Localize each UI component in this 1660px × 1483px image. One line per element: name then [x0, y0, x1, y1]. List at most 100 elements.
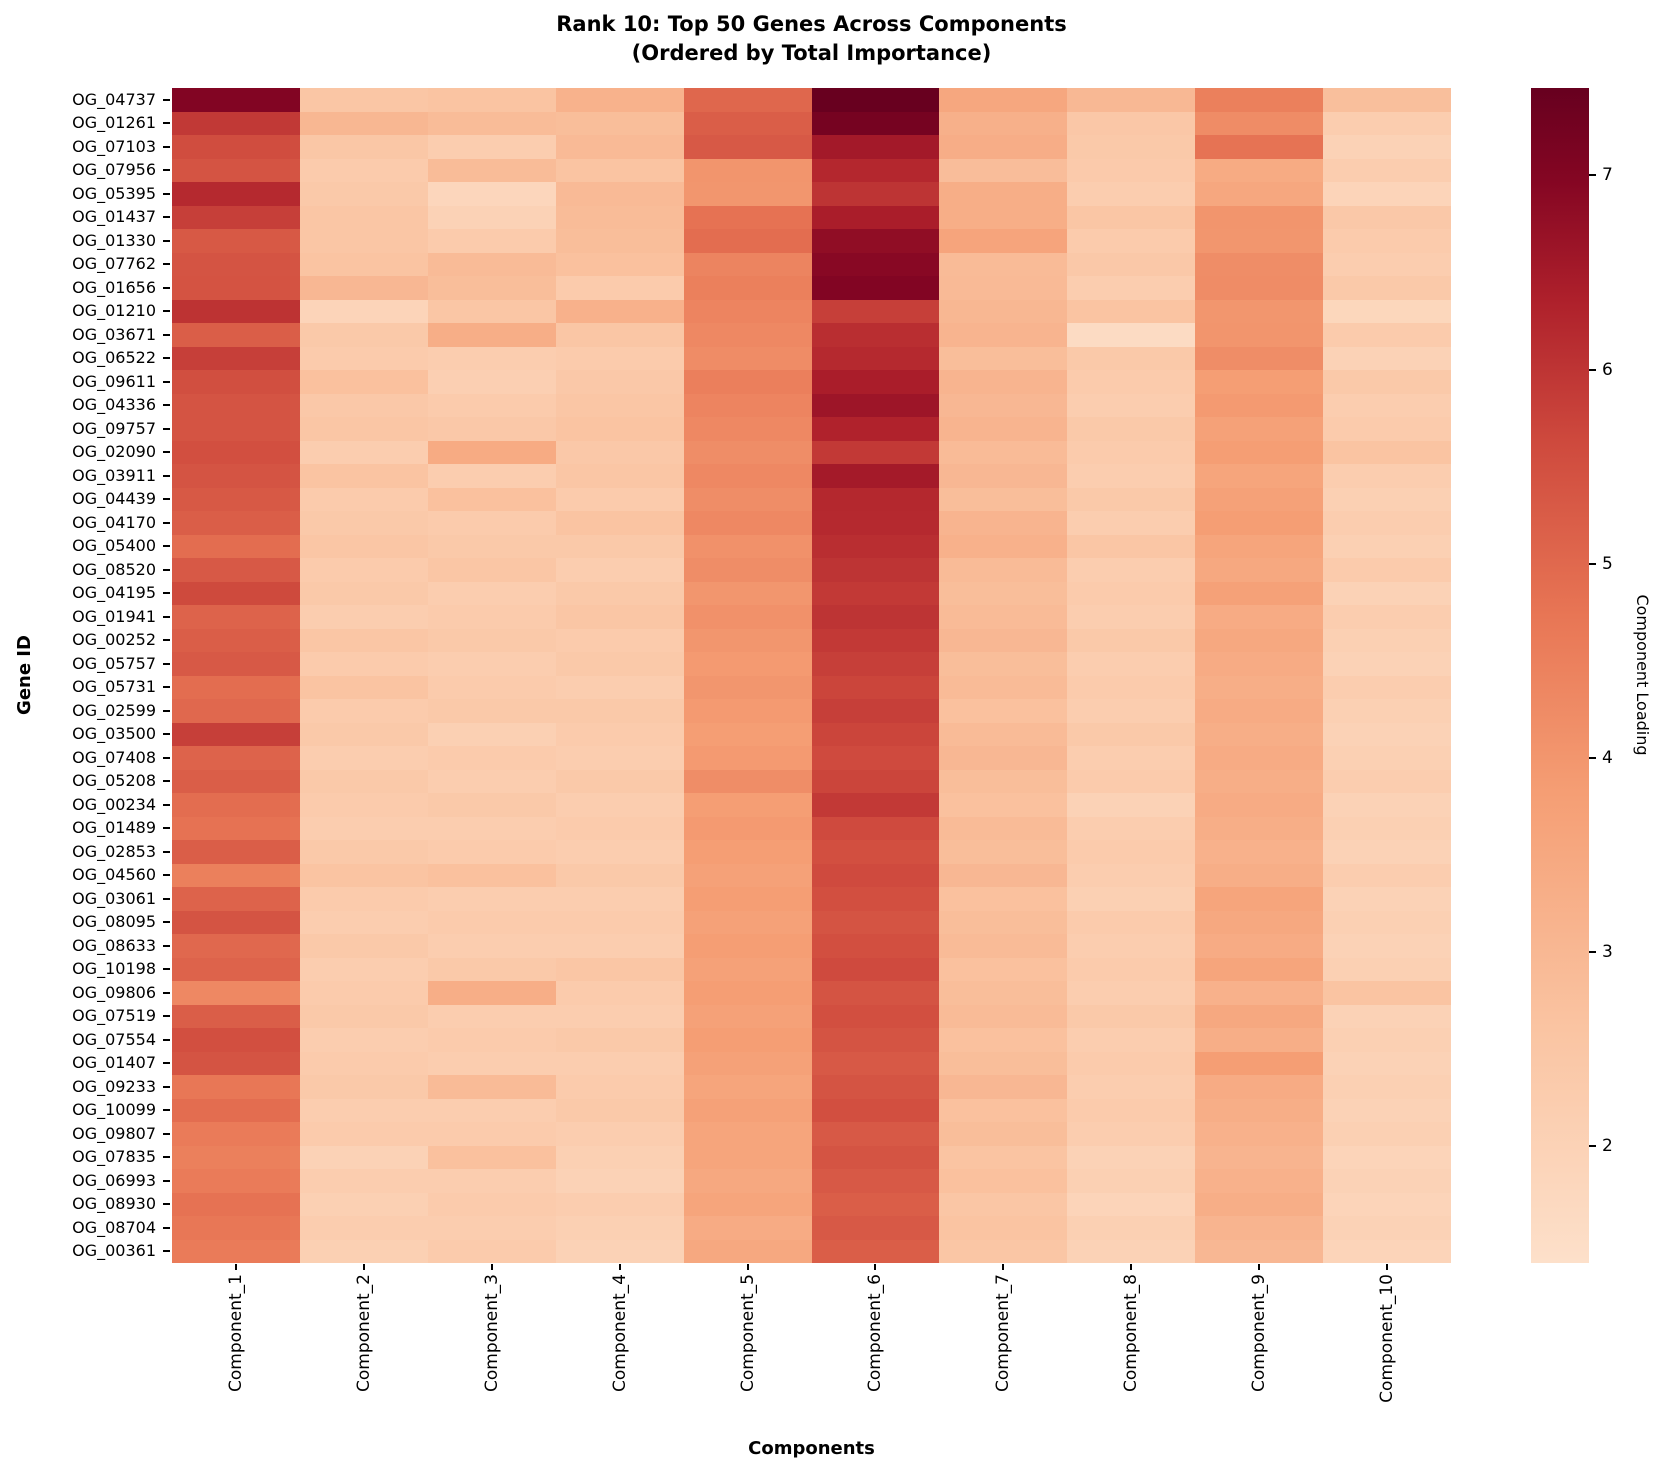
heatmap-cell	[1067, 1004, 1196, 1028]
heatmap-cell	[683, 370, 812, 394]
heatmap-cell	[1323, 1192, 1451, 1216]
heatmap-cell	[555, 1122, 684, 1146]
heatmap-cell	[1323, 182, 1451, 206]
heatmap-cell	[427, 558, 556, 582]
x-tick-label: Component_10	[1377, 1274, 1398, 1403]
heatmap-cell	[1067, 252, 1196, 276]
heatmap-cell	[1195, 1028, 1324, 1052]
heatmap-cell	[811, 581, 940, 605]
heatmap-cell	[555, 370, 684, 394]
y-tick-label: OG_06993	[72, 1170, 156, 1190]
heatmap-cell	[299, 957, 428, 981]
heatmap-cell	[555, 252, 684, 276]
x-tick-mark	[874, 1264, 877, 1270]
y-tick-mark	[163, 780, 170, 783]
heatmap-cell	[1323, 440, 1451, 464]
heatmap-cell	[299, 370, 428, 394]
heatmap-cell	[939, 205, 1068, 229]
heatmap-cell	[1323, 981, 1451, 1005]
y-tick-mark	[163, 333, 170, 336]
heatmap-cell	[939, 558, 1068, 582]
heatmap-cell	[1323, 1051, 1451, 1075]
y-tick-mark	[163, 145, 170, 148]
y-tick-mark	[163, 756, 170, 759]
heatmap-cell	[172, 464, 300, 488]
y-tick-mark	[163, 521, 170, 524]
heatmap-cell	[172, 299, 300, 323]
y-tick-label: OG_01656	[72, 277, 156, 297]
heatmap-cell	[555, 158, 684, 182]
heatmap-cell	[555, 346, 684, 370]
heatmap-cell	[1323, 135, 1451, 159]
y-tick-label: OG_10099	[72, 1100, 156, 1120]
heatmap-cell	[172, 558, 300, 582]
x-tick-mark	[1258, 1264, 1261, 1270]
heatmap-cell	[1195, 299, 1324, 323]
heatmap-cell	[939, 1145, 1068, 1169]
heatmap-cell	[939, 135, 1068, 159]
heatmap-cell	[811, 840, 940, 864]
y-tick-label: OG_03911	[72, 465, 156, 485]
heatmap-cell	[299, 534, 428, 558]
heatmap-cell	[939, 346, 1068, 370]
heatmap-cell	[1067, 346, 1196, 370]
heatmap-cell	[299, 464, 428, 488]
heatmap-cell	[427, 370, 556, 394]
heatmap-cell	[172, 581, 300, 605]
heatmap-cell	[1323, 346, 1451, 370]
heatmap-cell	[299, 722, 428, 746]
heatmap-cell	[555, 299, 684, 323]
heatmap-cell	[1323, 934, 1451, 958]
heatmap-cell	[427, 1028, 556, 1052]
heatmap-cell	[299, 1051, 428, 1075]
y-tick-mark	[163, 169, 170, 172]
heatmap-cell	[939, 769, 1068, 793]
y-tick-mark	[163, 733, 170, 736]
heatmap-cell	[683, 440, 812, 464]
heatmap-cell	[299, 628, 428, 652]
heatmap-cell	[1067, 1169, 1196, 1193]
y-tick-mark	[163, 991, 170, 994]
heatmap-cell	[1195, 816, 1324, 840]
heatmap-cell	[811, 675, 940, 699]
heatmap-cell	[299, 1098, 428, 1122]
heatmap-cell	[811, 346, 940, 370]
heatmap-cell	[939, 1239, 1068, 1263]
y-tick-label: OG_03671	[72, 324, 156, 344]
heatmap-cell	[939, 440, 1068, 464]
y-tick-mark	[163, 263, 170, 266]
heatmap-cell	[1323, 863, 1451, 887]
heatmap-cell	[1323, 88, 1451, 112]
heatmap-cell	[555, 605, 684, 629]
heatmap-cell	[683, 1239, 812, 1263]
y-tick-label: OG_09611	[72, 371, 156, 391]
heatmap-cell	[427, 511, 556, 535]
y-tick-label: OG_01941	[72, 606, 156, 626]
heatmap-cell	[427, 675, 556, 699]
heatmap-cell	[939, 699, 1068, 723]
heatmap-cell	[172, 863, 300, 887]
heatmap-cell	[811, 769, 940, 793]
heatmap-cell	[172, 934, 300, 958]
heatmap-cell	[427, 1004, 556, 1028]
x-tick-label: Component_9	[1249, 1274, 1270, 1393]
y-tick-mark	[163, 192, 170, 195]
heatmap-cell	[939, 1192, 1068, 1216]
heatmap-cell	[299, 323, 428, 347]
heatmap-cell	[299, 276, 428, 300]
heatmap-cell	[1067, 1192, 1196, 1216]
heatmap-cell	[555, 1239, 684, 1263]
heatmap-cell	[555, 205, 684, 229]
heatmap-cell	[1195, 323, 1324, 347]
heatmap-cell	[939, 534, 1068, 558]
heatmap-cell	[939, 511, 1068, 535]
y-tick-label: OG_01330	[72, 230, 156, 250]
heatmap-cell	[683, 722, 812, 746]
heatmap-cell	[1067, 699, 1196, 723]
y-tick-mark	[163, 1132, 170, 1135]
heatmap-cell	[299, 934, 428, 958]
heatmap-cell	[811, 957, 940, 981]
heatmap-cell	[939, 323, 1068, 347]
y-tick-mark	[163, 944, 170, 947]
y-tick-mark	[163, 662, 170, 665]
